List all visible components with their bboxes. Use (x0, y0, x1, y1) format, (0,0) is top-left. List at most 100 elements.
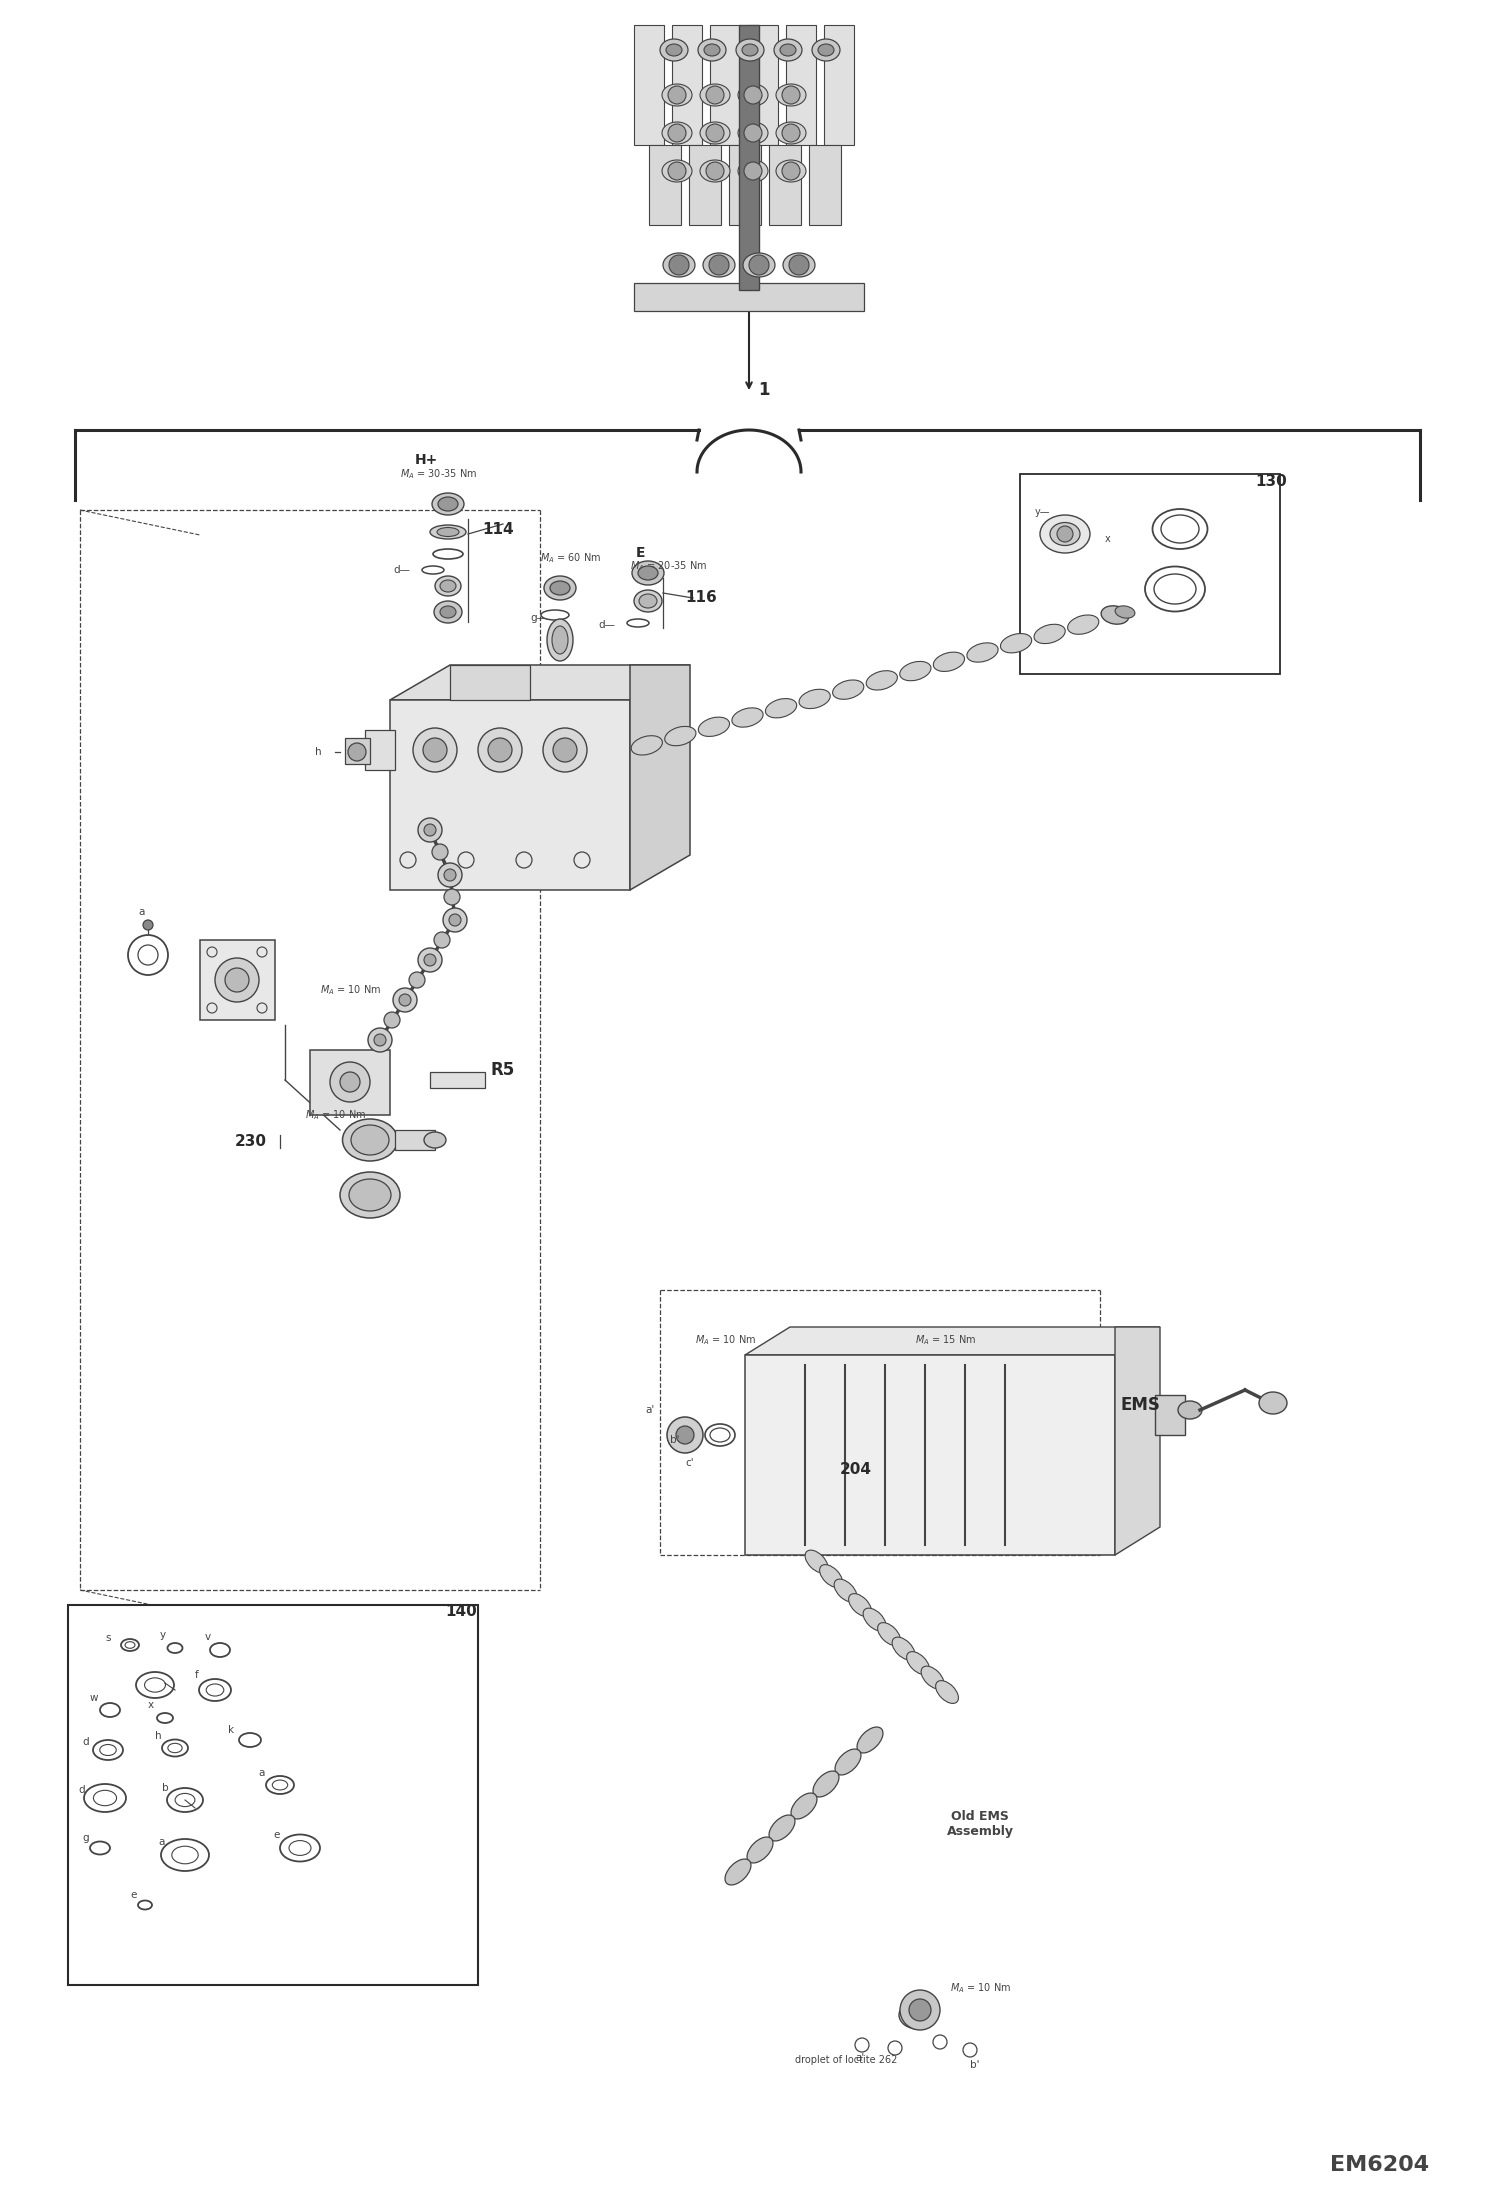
Circle shape (667, 1417, 703, 1452)
Circle shape (709, 255, 730, 274)
Ellipse shape (1115, 606, 1135, 619)
Text: b: b (162, 1784, 169, 1792)
Ellipse shape (900, 660, 930, 680)
Ellipse shape (700, 123, 730, 145)
Bar (739, 24, 759, 290)
Ellipse shape (857, 1727, 882, 1753)
Text: $M_A$ = 10 Nm: $M_A$ = 10 Nm (321, 983, 382, 996)
Text: 140: 140 (445, 1604, 476, 1619)
Circle shape (542, 728, 587, 772)
Polygon shape (745, 1327, 1159, 1356)
Ellipse shape (1040, 516, 1091, 553)
Ellipse shape (1258, 1391, 1287, 1413)
Circle shape (706, 86, 724, 103)
Ellipse shape (640, 595, 658, 608)
Ellipse shape (698, 717, 730, 737)
Ellipse shape (667, 44, 682, 57)
Ellipse shape (1177, 1402, 1201, 1420)
Ellipse shape (662, 83, 692, 105)
Circle shape (782, 86, 800, 103)
Circle shape (398, 994, 410, 1007)
Ellipse shape (739, 123, 768, 145)
Polygon shape (631, 665, 691, 891)
Ellipse shape (834, 1580, 857, 1602)
Text: a: a (139, 906, 145, 917)
Bar (67, 1606, 478, 1986)
Ellipse shape (791, 1792, 816, 1819)
Circle shape (330, 1062, 370, 1101)
Ellipse shape (550, 581, 571, 595)
Ellipse shape (906, 1652, 929, 1674)
Text: d—: d— (598, 621, 616, 630)
Ellipse shape (768, 1814, 795, 1841)
Ellipse shape (431, 494, 464, 516)
Circle shape (413, 728, 457, 772)
Circle shape (340, 1073, 360, 1093)
Bar (768, 145, 801, 226)
Ellipse shape (424, 1132, 446, 1147)
Circle shape (142, 919, 153, 930)
Circle shape (431, 845, 448, 860)
Circle shape (418, 948, 442, 972)
Bar (689, 145, 721, 226)
Ellipse shape (1068, 614, 1100, 634)
Bar (745, 1356, 1115, 1556)
Ellipse shape (551, 625, 568, 654)
Circle shape (745, 162, 762, 180)
Circle shape (745, 125, 762, 143)
Text: g—: g— (530, 612, 547, 623)
Ellipse shape (743, 252, 774, 276)
Bar (634, 24, 664, 145)
Text: d: d (78, 1786, 84, 1795)
Circle shape (553, 737, 577, 761)
Ellipse shape (662, 123, 692, 145)
Circle shape (374, 1033, 386, 1047)
Text: EM6204: EM6204 (1330, 2155, 1429, 2174)
Text: c': c' (685, 1459, 694, 1468)
Bar (366, 731, 395, 770)
Bar (395, 1130, 434, 1150)
Circle shape (383, 1011, 400, 1029)
Bar (748, 24, 777, 145)
Ellipse shape (776, 160, 806, 182)
Text: E: E (637, 546, 646, 559)
Text: v: v (205, 1632, 211, 1641)
Ellipse shape (632, 562, 664, 586)
Text: f: f (195, 1670, 199, 1681)
Bar (310, 1051, 389, 1115)
Circle shape (706, 125, 724, 143)
Circle shape (424, 825, 436, 836)
Ellipse shape (863, 1608, 885, 1630)
Circle shape (434, 932, 449, 948)
Text: $M_A$ = 10 Nm: $M_A$ = 10 Nm (950, 1981, 1011, 1994)
Ellipse shape (725, 1858, 750, 1885)
Ellipse shape (700, 83, 730, 105)
Circle shape (443, 908, 467, 932)
Text: $M_A$ = 15 Nm: $M_A$ = 15 Nm (915, 1334, 977, 1347)
Ellipse shape (733, 709, 762, 726)
Text: Old EMS
Assembly: Old EMS Assembly (947, 1810, 1014, 1839)
Circle shape (789, 255, 809, 274)
Ellipse shape (662, 160, 692, 182)
Text: 130: 130 (1255, 474, 1287, 489)
Bar (824, 24, 854, 145)
Circle shape (670, 255, 689, 274)
Ellipse shape (547, 619, 574, 660)
Ellipse shape (776, 123, 806, 145)
Circle shape (422, 737, 446, 761)
Ellipse shape (1050, 522, 1080, 546)
Ellipse shape (631, 735, 662, 755)
Text: y: y (160, 1630, 166, 1639)
Bar (449, 665, 530, 700)
Circle shape (348, 744, 366, 761)
Text: $M_A$ = 60 Nm: $M_A$ = 60 Nm (539, 551, 601, 564)
Ellipse shape (349, 1178, 391, 1211)
Ellipse shape (437, 498, 458, 511)
Bar (673, 24, 703, 145)
Circle shape (782, 162, 800, 180)
Circle shape (225, 968, 249, 992)
Ellipse shape (966, 643, 998, 663)
Text: $M_A$ = 20-35 Nm: $M_A$ = 20-35 Nm (631, 559, 707, 573)
Circle shape (745, 86, 762, 103)
Text: $M_A$ = 10 Nm: $M_A$ = 10 Nm (695, 1334, 756, 1347)
